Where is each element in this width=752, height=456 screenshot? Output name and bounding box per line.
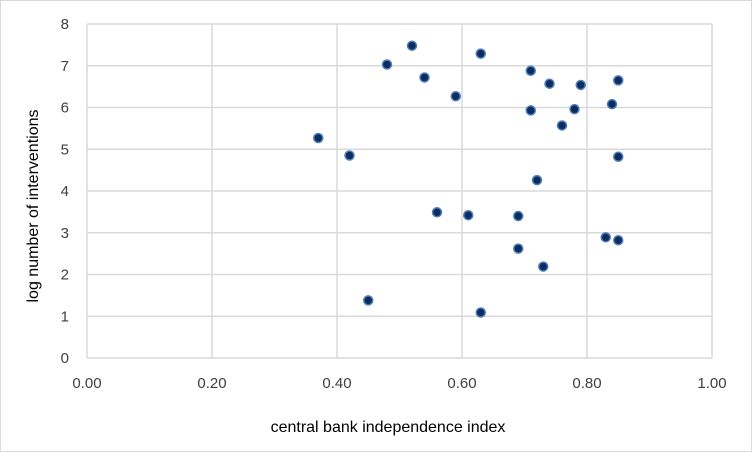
data-point <box>363 295 374 306</box>
data-point <box>313 132 324 144</box>
data-point <box>525 65 536 77</box>
data-point <box>419 72 430 83</box>
tick-labels: 0.00 0.20 0.40 0.60 0.80 1.00 0 1 2 3 4 5 6 7 8 <box>61 16 727 392</box>
y-tick-label: 6 <box>61 100 69 117</box>
x-tick-label: 1.00 <box>697 375 726 392</box>
data-point <box>431 207 443 218</box>
x-tick-label: 0.00 <box>72 375 101 392</box>
data-point <box>525 105 536 116</box>
data-point <box>569 103 580 115</box>
data-point <box>450 90 461 102</box>
data-point <box>531 174 543 186</box>
data-points <box>313 40 624 318</box>
data-point <box>613 235 624 246</box>
data-point <box>513 210 524 222</box>
y-tick-label: 4 <box>61 183 69 200</box>
data-point <box>475 307 486 318</box>
data-point <box>575 79 586 91</box>
x-tick-label: 0.80 <box>572 375 601 392</box>
y-tick-label: 0 <box>61 350 69 367</box>
x-tick-label: 0.20 <box>197 375 226 392</box>
y-tick-label: 8 <box>61 16 69 33</box>
data-point <box>513 243 524 254</box>
x-axis-title: central bank independence index <box>271 419 506 436</box>
data-point <box>344 150 355 161</box>
data-point <box>406 40 418 51</box>
x-tick-label: 0.40 <box>322 375 351 392</box>
y-tick-label: 1 <box>61 308 69 325</box>
y-tick-label: 7 <box>61 58 69 75</box>
data-point <box>613 151 624 163</box>
y-tick-label: 5 <box>61 141 69 158</box>
data-point <box>606 98 618 110</box>
data-point <box>381 59 393 70</box>
y-tick-label: 2 <box>61 267 69 284</box>
axes <box>86 24 712 359</box>
y-tick-label: 3 <box>61 225 69 242</box>
data-point <box>613 75 624 86</box>
y-axis-title: log number of interventions <box>25 110 42 303</box>
data-point <box>600 232 611 243</box>
data-point <box>475 48 486 59</box>
x-tick-label: 0.60 <box>447 375 476 392</box>
data-point <box>538 261 549 272</box>
gridlines <box>87 23 713 358</box>
data-point <box>463 209 474 221</box>
data-point <box>544 78 555 89</box>
data-point <box>556 120 568 131</box>
